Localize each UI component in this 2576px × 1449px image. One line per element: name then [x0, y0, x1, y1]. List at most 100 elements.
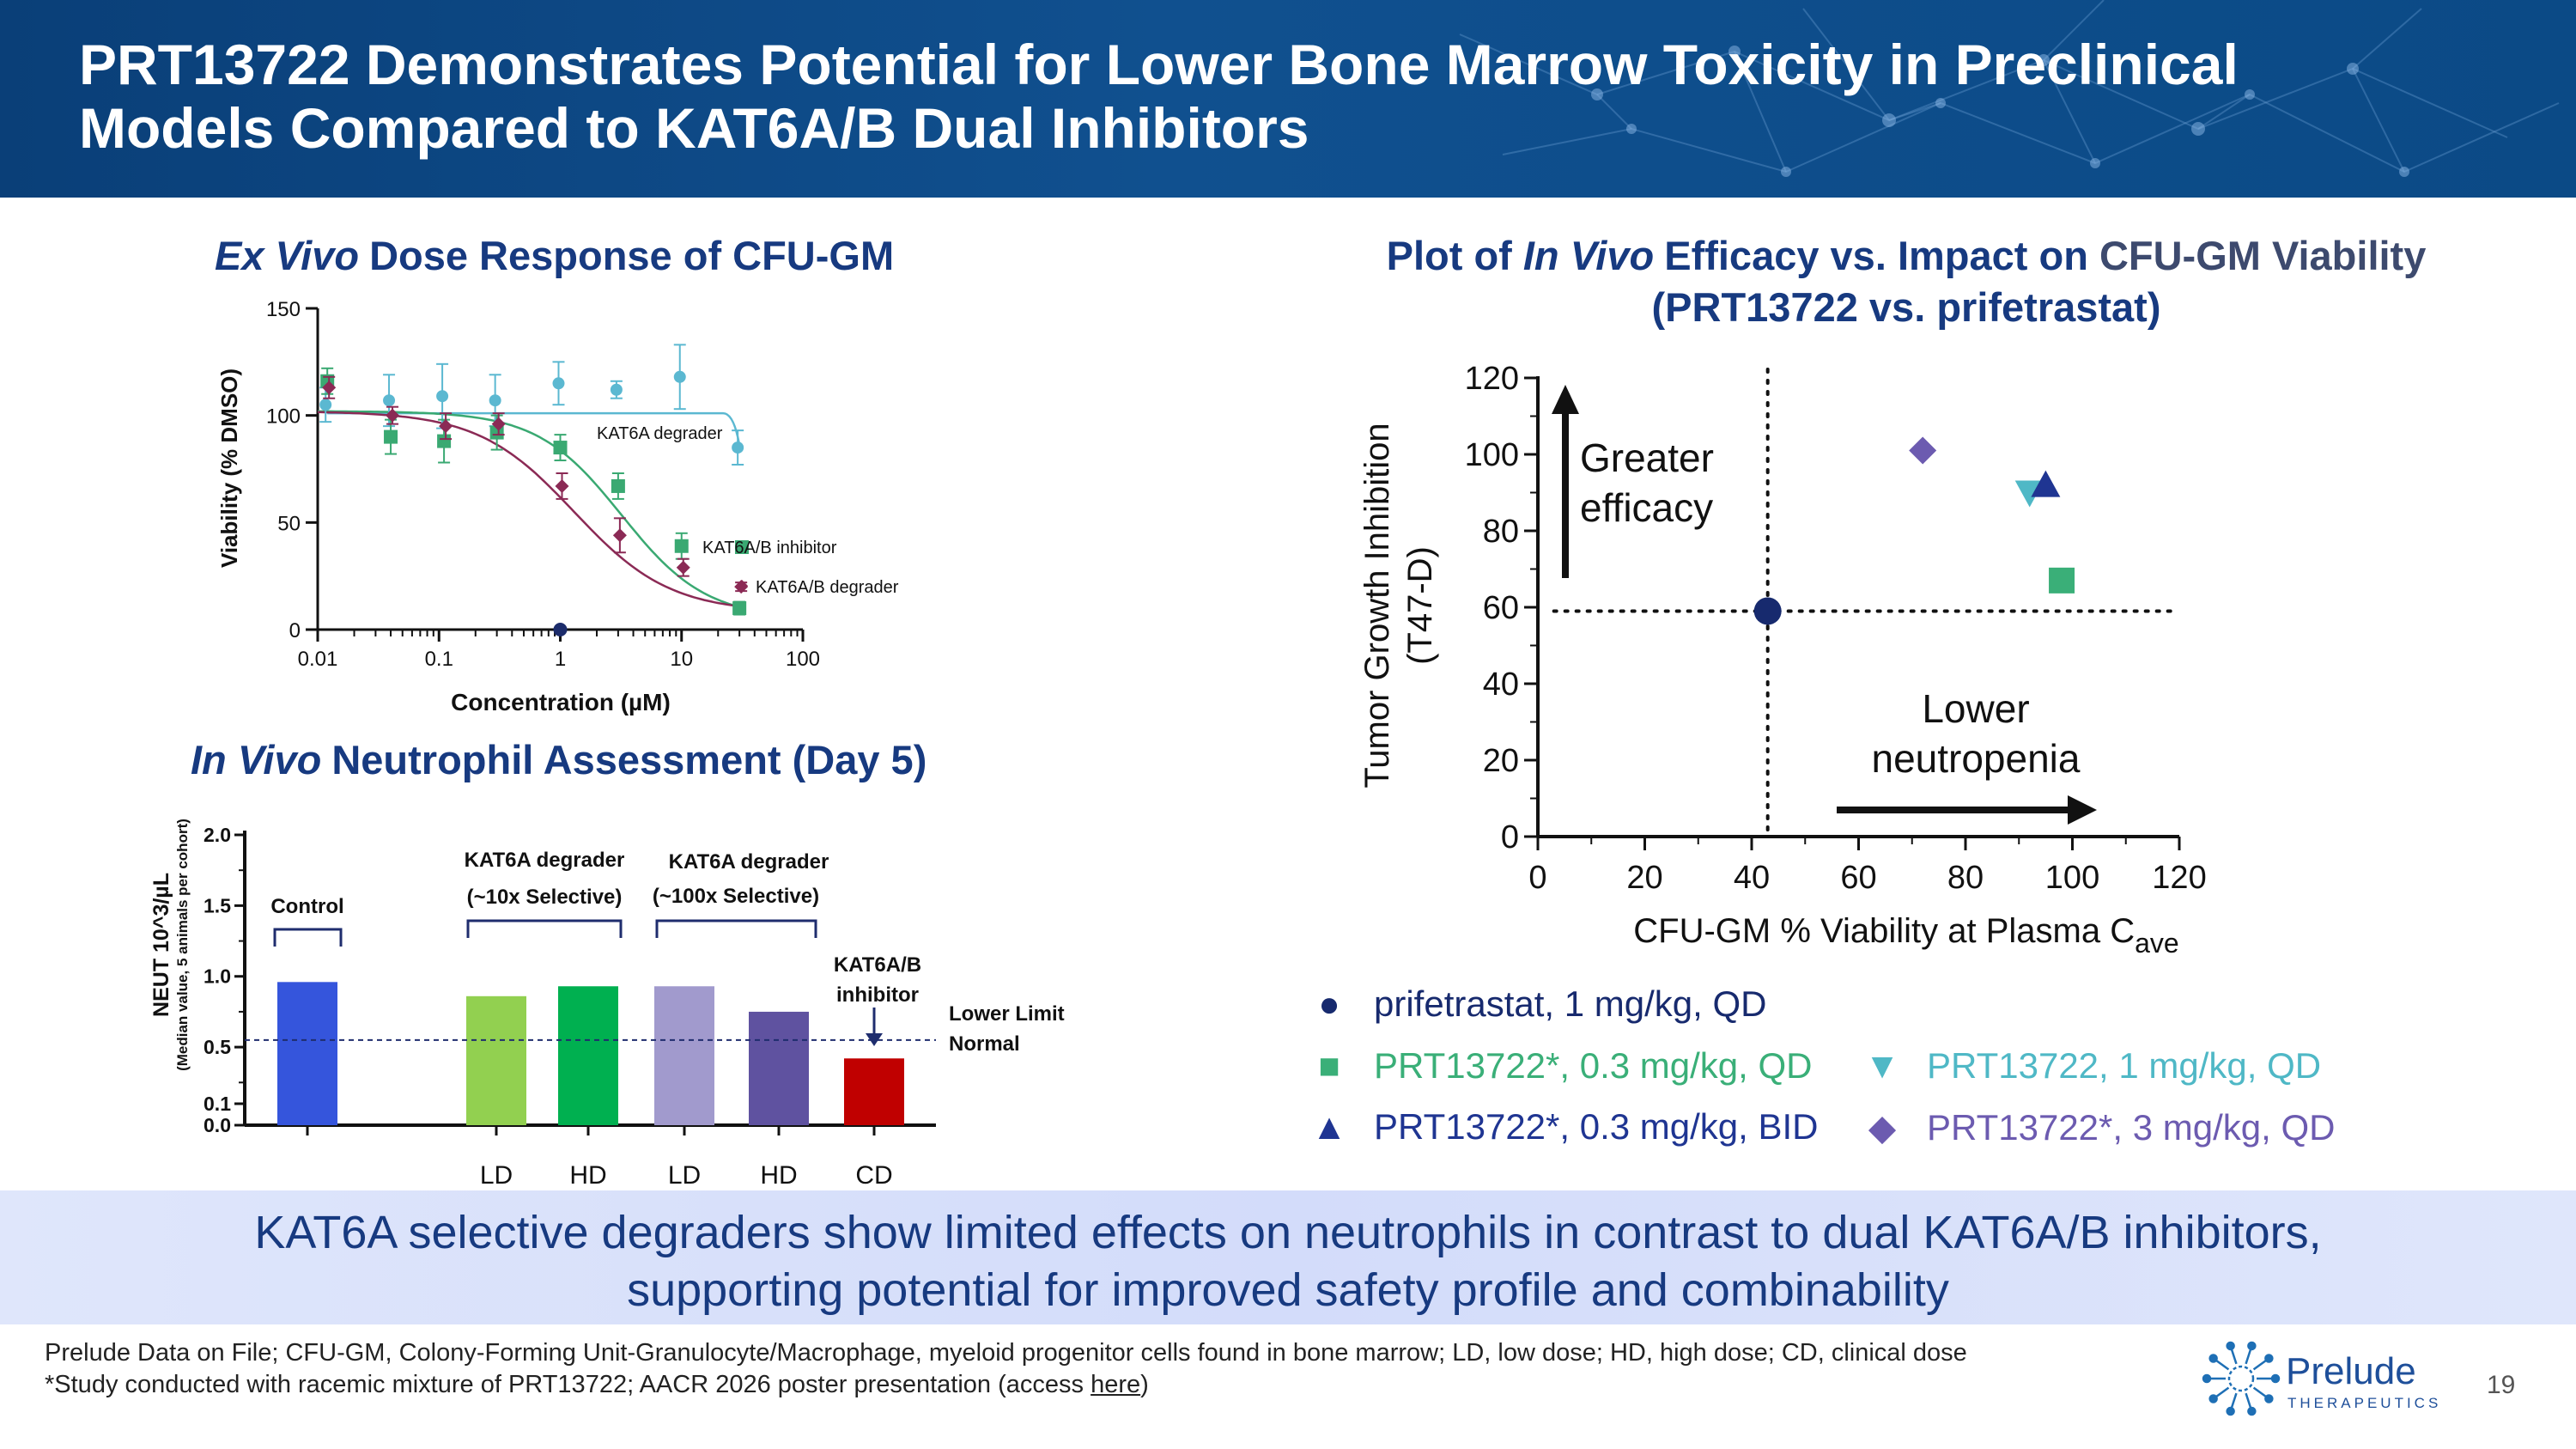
invivo-neutrophil-bar-chart: NEUT 10^3/µL (Median value, 5 animals pe…	[149, 819, 1065, 1190]
exvivo-label-kat6ab-degrader: KAT6A/B degrader	[756, 578, 899, 597]
efficacy-annotation-right: neutropenia	[1872, 736, 2081, 781]
exvivo-y-tick-label: 100	[266, 405, 301, 429]
exvivo-x-tick-label: 0.1	[425, 648, 453, 671]
efficacy-title-highlight: CFU-GM Viability	[2099, 233, 2427, 278]
logo-node	[2208, 1354, 2218, 1363]
efficacy-title-mid: Efficacy vs. Impact on	[1664, 233, 2088, 278]
invivo-group-label-10x-sub: (~10x Selective)	[467, 886, 623, 909]
invivo-lower-limit-label: Lower Limit	[949, 1002, 1065, 1026]
legend-item-prt-0.3-bid: ▲ PRT13722*, 0.3 mg/kg, BID	[1305, 1106, 1819, 1148]
invivo-title-rest: Neutrophil Assessment (Day 5)	[331, 737, 927, 782]
legend-marker-icon: ●	[1318, 983, 1340, 1024]
legend-item-prt-1-qd: ▼ PRT13722, 1 mg/kg, QD	[1858, 1045, 2321, 1087]
logo-node	[2226, 1406, 2235, 1416]
exvivo-label-kat6ab-inhibitor: KAT6A/B inhibitor	[702, 539, 837, 557]
exvivo-point-kat6ab-degrader	[322, 381, 337, 395]
efficacy-up-arrow-head	[1552, 385, 1579, 414]
exvivo-x-axis-label: Concentration (µM)	[451, 689, 671, 715]
invivo-y-tick-label: 0.5	[204, 1036, 231, 1058]
exvivo-point-kat6ab-degrader	[676, 560, 690, 575]
exvivo-y-axis-label: Viability (% DMSO)	[216, 368, 242, 568]
efficacy-x-tick-label: 0	[1528, 860, 1546, 896]
exvivo-point-kat6a-degrader	[489, 394, 501, 407]
invivo-title-italic: In Vivo	[191, 737, 322, 782]
invivo-bar	[749, 1011, 809, 1125]
invivo-x-tick-label: LD	[480, 1161, 513, 1190]
efficacy-title: Plot of In Vivo Efficacy vs. Impact on CF…	[1271, 230, 2542, 333]
exvivo-title-italic: Ex Vivo	[215, 233, 360, 278]
exvivo-point-kat6a-degrader	[552, 377, 565, 390]
exvivo-point-kat6a-degrader	[732, 441, 744, 454]
exvivo-y-tick-label: 50	[277, 512, 301, 535]
invivo-bar	[558, 986, 618, 1125]
prelude-logo-name: Prelude	[2286, 1350, 2416, 1392]
legend-marker-icon: ■	[1318, 1045, 1340, 1086]
footnote-line2: *Study conducted with racemic mixture of…	[45, 1371, 1149, 1399]
exvivo-point-kat6a-degrader	[383, 394, 396, 407]
legend-marker-icon: ▲	[1311, 1106, 1347, 1147]
efficacy-title-italic: In Vivo	[1522, 233, 1655, 278]
invivo-group-bracket	[655, 919, 817, 938]
invivo-y-tick-label: 0.1	[204, 1093, 231, 1115]
efficacy-point-prt-0.3-bid	[2031, 470, 2061, 497]
exvivo-x-tick-label: 1	[555, 648, 566, 671]
invivo-group-label-100x-sub: (~100x Selective)	[653, 885, 819, 908]
page-title-line2: Models Compared to KAT6A/B Dual Inhibito…	[79, 96, 1309, 160]
efficacy-y-tick-label: 80	[1483, 514, 1519, 550]
takeaway-band	[0, 1190, 2576, 1324]
invivo-group-label-100x: KAT6A degrader	[669, 850, 829, 874]
exvivo-point-kat6ab-degrader	[555, 478, 569, 493]
efficacy-x-tick-label: 60	[1840, 860, 1876, 896]
exvivo-point-kat6ab-degrader	[491, 417, 506, 431]
exvivo-y-tick-label: 0	[289, 619, 301, 642]
logo-node	[2264, 1394, 2274, 1403]
efficacy-x-tick-label: 40	[1734, 860, 1770, 896]
legend-item-prt-0.3-qd: ■ PRT13722*, 0.3 mg/kg, QD	[1305, 1045, 1812, 1087]
exvivo-point-kat6a-degrader	[673, 370, 686, 383]
efficacy-point-prt-0.3-qd	[2049, 567, 2075, 594]
exvivo-x-tick-label: 0.01	[298, 648, 338, 671]
exvivo-title-rest: Dose Response of CFU-GM	[369, 233, 895, 278]
invivo-bar	[466, 995, 526, 1125]
efficacy-x-tick-label: 120	[2152, 860, 2206, 896]
efficacy-vs-viability-scatter: Tumor Growth Inhibition (T47-D) CFU-GM %…	[1358, 361, 2207, 959]
efficacy-x-tick-label: 20	[1626, 860, 1662, 896]
invivo-y-tick-label: 1.0	[204, 965, 231, 988]
efficacy-x-axis-label-main: CFU-GM % Viability at Plasma C	[1633, 912, 2135, 950]
invivo-bar	[277, 982, 337, 1125]
legend-label: PRT13722*, 0.3 mg/kg, BID	[1374, 1106, 1819, 1147]
footnote-line2-text: *Study conducted with racemic mixture of…	[45, 1371, 1091, 1398]
legend-marker-icon: ▼	[1864, 1045, 1900, 1086]
exvivo-point-kat6ab-inhibitor	[732, 601, 747, 616]
logo-node	[2247, 1406, 2257, 1416]
invivo-group-label-10x: KAT6A degrader	[465, 849, 625, 872]
efficacy-y-axis-sublabel: (T47-D)	[1401, 546, 1439, 665]
exvivo-dose-response-chart: Viability (% DMSO) Concentration (µM) 0 5…	[216, 298, 899, 715]
exvivo-point-kat6a-degrader	[436, 390, 449, 403]
legend-label: PRT13722, 1 mg/kg, QD	[1927, 1045, 2322, 1086]
exvivo-y-tick-label: 150	[266, 298, 301, 321]
invivo-group-bracket	[466, 919, 623, 938]
poster-link[interactable]: here	[1091, 1371, 1141, 1398]
logo-node	[2247, 1341, 2257, 1351]
logo-node	[2202, 1373, 2212, 1384]
logo-node	[2226, 1341, 2235, 1351]
efficacy-plot-area: 0 20 40 60 80 100 120 0 20 40 60 80 100 120 Greater eff…	[1465, 361, 2207, 896]
takeaway-line1: KAT6A selective degraders show limited e…	[254, 1207, 2322, 1258]
exvivo-fit-curve-kat6ab-inhibitor	[318, 410, 740, 608]
takeaway-line2: supporting potential for improved safety…	[627, 1264, 1949, 1316]
efficacy-annotation-up: efficacy	[1580, 485, 1713, 530]
legend-item-prt-3-qd: ◆ PRT13722*, 3 mg/kg, QD	[1858, 1106, 2336, 1148]
logo-node	[2264, 1354, 2274, 1363]
footnote-line2-close: )	[1140, 1371, 1149, 1398]
logo-node	[2270, 1373, 2281, 1384]
efficacy-y-axis-label: Tumor Growth Inhibition	[1358, 423, 1396, 788]
legend-marker-icon: ◆	[1868, 1107, 1897, 1148]
network-background-decoration	[1459, 0, 2560, 177]
exvivo-point-kat6ab-degrader	[439, 419, 453, 434]
exvivo-x-tick-label: 100	[786, 648, 820, 671]
efficacy-right-arrow-head	[2068, 795, 2097, 825]
invivo-y-axis-label: NEUT 10^3/µL	[149, 873, 173, 1017]
invivo-y-tick-label: 0.0	[204, 1114, 231, 1136]
efficacy-title-pre: Plot of	[1386, 233, 1512, 278]
